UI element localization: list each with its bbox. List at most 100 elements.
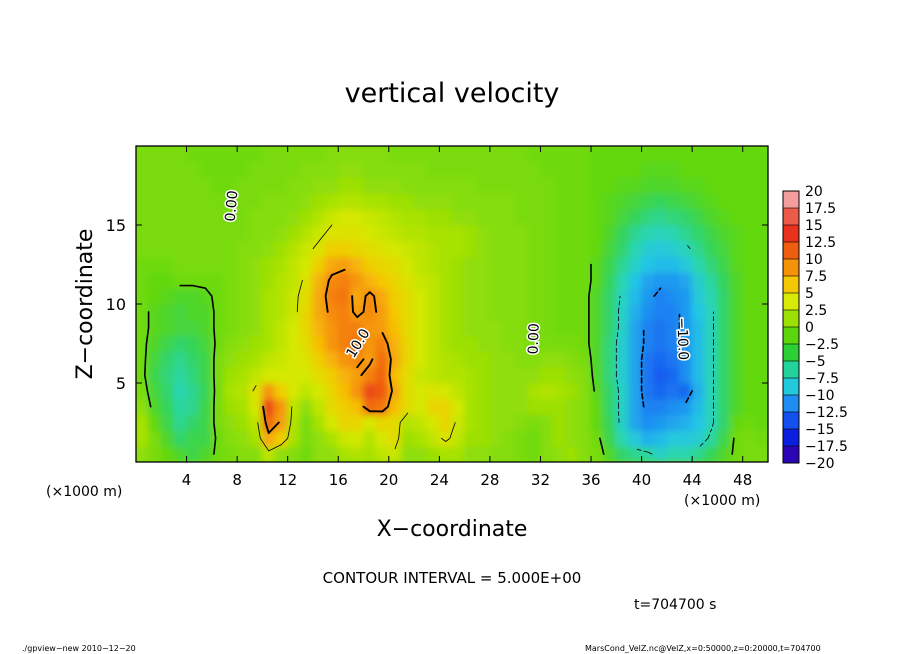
heatmap-cell [691,335,706,352]
heatmap-cell [729,256,744,273]
heatmap-cell [577,445,592,462]
heatmap-cell [754,161,768,179]
heatmap-cell [539,256,554,273]
x-tick-label: 20 [379,471,398,489]
colorbar-label: 17.5 [805,201,836,217]
heatmap-cell [362,161,377,179]
heatmap-cell [325,287,339,305]
heatmap-cell [527,224,542,242]
x-tick-label: 36 [581,471,600,489]
heatmap-cell [691,366,706,384]
heatmap-cell [565,224,579,242]
heatmap-cell [136,366,150,384]
heatmap-cell [539,192,554,210]
heatmap-cell [350,240,365,258]
heatmap-cell [312,366,327,384]
heatmap-cell [565,382,579,400]
x-tick-label: 8 [232,471,242,489]
heatmap-cell [476,303,491,321]
heatmap-cell [704,350,719,368]
heatmap-cell [249,161,263,179]
heatmap-cell [362,240,377,258]
heatmap-cell [464,161,478,179]
heatmap-cell [565,146,579,163]
heatmap-cell [274,414,289,431]
heatmap-cell [476,224,491,242]
heatmap-cell [325,208,339,226]
heatmap-cell [641,240,655,258]
heatmap-cell [577,161,592,179]
heatmap-cell [464,271,478,289]
heatmap-cell [628,177,643,194]
heatmap-cell [337,161,352,179]
heatmap-cell [476,319,491,337]
heatmap-cell [362,366,377,384]
heatmap-cell [375,208,390,226]
heatmap-cell [426,382,440,400]
heatmap-cell [375,366,390,384]
heatmap-cell [211,146,226,163]
heatmap-cell [678,177,693,194]
heatmap-cell [426,303,440,321]
heatmap-cell [287,429,301,447]
contour-minus-5 [615,243,714,455]
heatmap-cell [223,319,238,337]
heatmap-cell [501,161,516,179]
heatmap-cell [223,366,238,384]
heatmap-cell [413,445,428,462]
heatmap-cell [565,398,579,416]
heatmap-cell [539,208,554,226]
heatmap-cell [261,224,276,242]
heatmap-cell [476,382,491,400]
colorbar-segment [783,276,799,294]
heatmap-cell [438,177,453,194]
heatmap-cell [261,366,276,384]
heatmap-cell [325,429,339,447]
heatmap-cell [628,382,643,400]
heatmap-cell [173,382,188,400]
heatmap-cell [274,398,289,416]
heatmap-cell [362,224,377,242]
heatmap-field [136,146,768,462]
heatmap-cell [476,398,491,416]
heatmap-cell [742,208,756,226]
heatmap-cell [527,366,542,384]
heatmap-cell [590,303,605,321]
heatmap-cell [160,240,175,258]
heatmap-cell [464,224,478,242]
heatmap-cell [527,146,542,163]
heatmap-cell [565,287,579,305]
heatmap-cell [590,146,605,163]
heatmap-cell [678,366,693,384]
contour-zero [144,263,735,455]
heatmap-cell [716,192,731,210]
heatmap-cell [476,146,491,163]
heatmap-cell [742,366,756,384]
heatmap-cell [223,271,238,289]
heatmap-cell [198,382,213,400]
heatmap-cell [223,287,238,305]
heatmap-cell [185,319,200,337]
heatmap-cell [388,303,403,321]
heatmap-cell [552,303,567,321]
heatmap-cell [438,287,453,305]
heatmap-cell [211,256,226,273]
heatmap-cell [249,319,263,337]
heatmap-cell [628,398,643,416]
x-axis-label: X−coordinate [377,517,528,542]
heatmap-cell [185,350,200,368]
heatmap-cell [641,414,655,431]
heatmap-cell [603,256,617,273]
heatmap-cell [565,240,579,258]
heatmap-cell [388,146,403,163]
heatmap-cell [350,287,365,305]
heatmap-cell [527,414,542,431]
heatmap-cell [388,398,403,416]
heatmap-cell [729,146,744,163]
heatmap-cell [136,445,150,462]
heatmap-cell [704,335,719,352]
heatmap-cell [539,350,554,368]
heatmap-cell [628,208,643,226]
heatmap-cell [641,366,655,384]
heatmap-cell [375,146,390,163]
